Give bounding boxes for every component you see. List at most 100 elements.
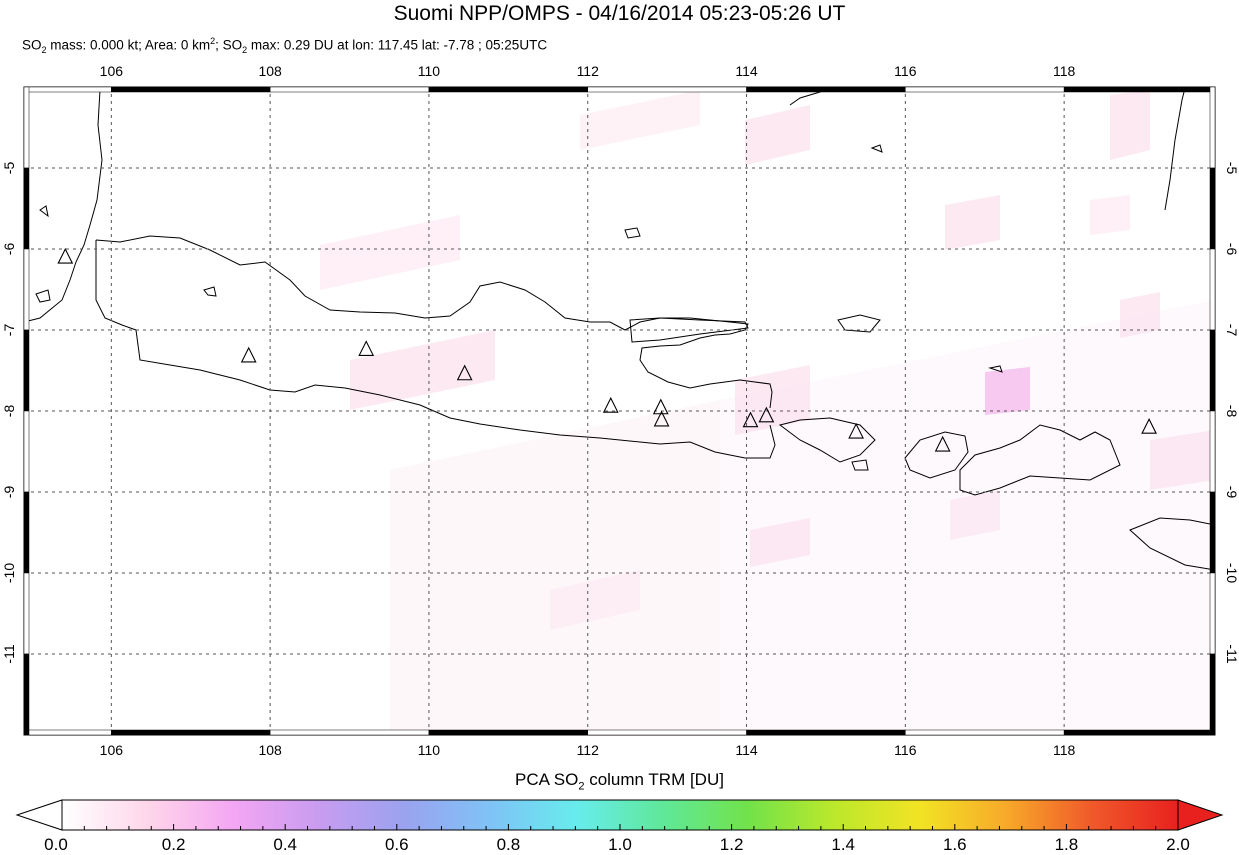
frame-bar-top <box>746 86 906 93</box>
lon-tick-label-top: 106 <box>100 63 124 79</box>
frame-bar-right <box>1209 653 1216 736</box>
frame-bar-top <box>269 86 430 93</box>
so2-tile <box>1120 292 1160 338</box>
frame-bar-right <box>1209 572 1216 655</box>
colorbar-tick-label: 1.2 <box>719 835 744 854</box>
subscript: 2 <box>578 780 585 793</box>
triangle-icon <box>240 346 257 363</box>
triangle-icon <box>358 340 375 356</box>
lat-tick-label-left: -8 <box>1 405 17 418</box>
lon-tick-label-top: 110 <box>418 63 441 79</box>
triangle-icon <box>456 364 473 381</box>
so2-tile <box>950 490 1000 540</box>
colorbar-tick-label: 2.0 <box>1166 835 1190 854</box>
colorbar-under-arrow <box>15 799 63 831</box>
bali-coast <box>778 417 876 463</box>
frame-bar-top <box>428 86 588 93</box>
lat-tick-label-left: -7 <box>1 324 17 337</box>
triangle-icon <box>934 435 951 452</box>
colorbar-over-arrow <box>1177 799 1224 831</box>
volcano-markers <box>57 247 1157 452</box>
triangle-icon <box>1141 417 1157 434</box>
frame-bar-bottom <box>23 729 112 736</box>
bawean-coast <box>624 227 641 239</box>
frame-bar-right <box>1209 86 1216 169</box>
summary-part: SO <box>22 37 42 53</box>
colorbar-title: PCA SO2 column TRM [DU] <box>0 770 1239 792</box>
lon-tick-label-top: 108 <box>258 63 282 79</box>
islet <box>35 289 51 303</box>
frame-bar-left <box>23 410 30 493</box>
lon-tick-label-bottom: 118 <box>1053 742 1076 758</box>
islet <box>851 459 869 471</box>
summary-part: ; SO <box>215 37 243 53</box>
colorbar-tick-label: 1.8 <box>1054 835 1079 854</box>
lon-tick-label-top: 116 <box>894 63 917 79</box>
lon-tick-label-bottom: 114 <box>735 742 758 758</box>
lat-tick-label-right: -9 <box>1224 486 1239 499</box>
frame-bar-left <box>23 572 30 655</box>
frame-bar-top <box>587 86 747 93</box>
colorbar-title-part: PCA SO <box>515 770 579 789</box>
madura-coast <box>629 317 749 343</box>
frame-bar-bottom <box>1063 729 1216 736</box>
triangle-icon <box>602 396 619 413</box>
colorbar-tick-label: 1.0 <box>608 835 632 854</box>
colorbar-tick-label: 0.4 <box>273 835 298 854</box>
gridlines <box>24 87 1215 735</box>
triangle-icon <box>758 406 775 423</box>
colorbar-tick-marks <box>61 824 1179 830</box>
kangean-coast <box>837 314 881 333</box>
lat-tick-label-right: -11 <box>1224 644 1239 663</box>
frame-bar-right <box>1209 248 1216 331</box>
sumba-coast <box>1129 517 1215 571</box>
lon-tick-label-bottom: 106 <box>100 742 124 758</box>
sumatra-coast <box>24 89 103 323</box>
lat-tick-label-left: -6 <box>1 243 17 256</box>
west-java-tip <box>95 240 137 331</box>
frame-bar-bottom <box>587 729 747 736</box>
frame-bar-left <box>23 653 30 736</box>
lat-tick-label-right: -7 <box>1224 324 1239 337</box>
lat-tick-label-left: -9 <box>1 486 17 499</box>
so2-tile <box>1090 195 1130 235</box>
subscript: 2 <box>41 45 47 56</box>
so2-tile <box>1110 90 1150 160</box>
frame-bar-right <box>1209 167 1216 250</box>
triangle-icon <box>848 422 865 439</box>
frame-bar-top <box>905 86 1065 93</box>
lon-tick-label-top: 112 <box>577 63 600 79</box>
lon-tick-label-bottom: 108 <box>258 742 282 758</box>
colorbar-tick-label: 1.6 <box>942 835 967 854</box>
so2-tile <box>945 195 1000 250</box>
frame-bar-left <box>23 248 30 331</box>
lombok-coast <box>904 431 969 479</box>
axis-labels: 106 106 108 108 110 110 112 112 114 114 116 116 118 1… <box>1 63 1239 758</box>
subscript: 2 <box>242 45 248 56</box>
frame-bar-left <box>23 167 30 250</box>
lat-tick-label-left: -5 <box>1 162 17 175</box>
java-north-coast <box>95 235 773 409</box>
so2-tile <box>350 330 495 410</box>
map-frame-bars <box>23 86 1216 736</box>
summary-part: mass: 0.000 kt; Area: 0 km <box>46 37 211 53</box>
frame-bar-left <box>23 329 30 412</box>
superscript: 2 <box>210 36 216 46</box>
so2-tile <box>320 215 460 290</box>
sulawesi-coast <box>1164 87 1186 211</box>
lat-tick-label-left: -11 <box>1 644 17 663</box>
so2-max-tile <box>985 367 1030 415</box>
frame-bar-bottom <box>428 729 588 736</box>
lat-tick-label-right: -6 <box>1224 243 1239 256</box>
so2-tile <box>745 105 810 165</box>
colorbar-tick-label: 0.6 <box>384 835 409 854</box>
so2-tile <box>735 365 810 435</box>
so2-tile <box>550 570 640 630</box>
lon-tick-label-top: 114 <box>735 63 758 79</box>
lon-tick-label-top: 118 <box>1053 63 1076 79</box>
colorbar-tick-label: 0.0 <box>44 835 68 854</box>
frame-bar-right <box>1209 329 1216 412</box>
colorbar-title-part: column TRM [DU] <box>584 770 724 789</box>
islet <box>988 365 1003 373</box>
